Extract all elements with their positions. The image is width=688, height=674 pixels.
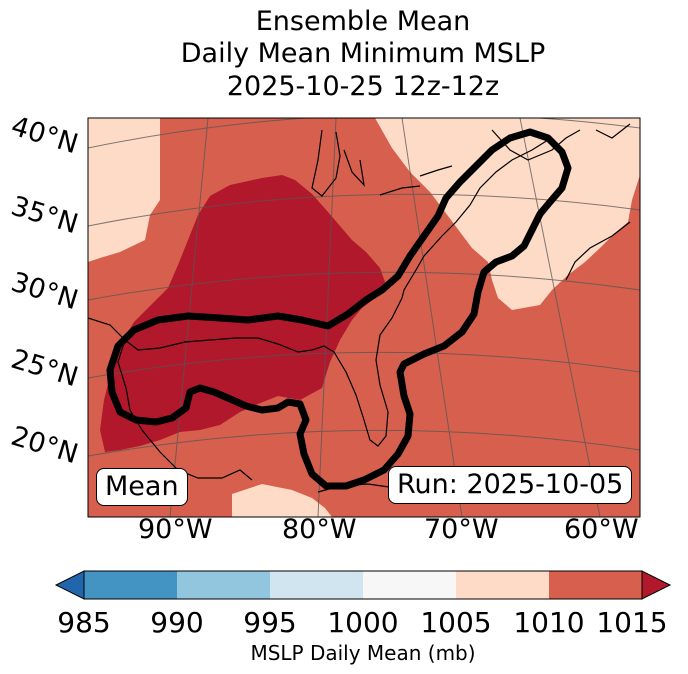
map-panel — [88, 118, 640, 517]
colorbar-bin-1010-1015 — [549, 571, 643, 599]
ensemble-contour — [106, 128, 572, 490]
parallel-30n — [88, 271, 640, 301]
map-frame — [87, 117, 641, 518]
parallel-35n — [88, 193, 640, 227]
colorbar-tick-1000: 1000 — [327, 606, 399, 639]
gulf-of-st-lawrence — [491, 129, 581, 161]
nova-scotia-coastline — [565, 221, 631, 281]
colorbar-frame — [83, 570, 643, 600]
colorbar-bins — [84, 571, 643, 599]
mean-label-box: Mean — [96, 468, 188, 506]
coastlines — [88, 123, 631, 495]
colorbar-bin-1005-1010 — [456, 571, 550, 599]
meridian-60w — [519, 118, 601, 517]
parallel-40n — [88, 118, 640, 149]
pressure-1005-1010-region-northeast — [375, 118, 640, 310]
newfoundland-coastline — [595, 123, 631, 139]
colorbar-label: MSLP Daily Mean (mb) — [250, 641, 476, 665]
colorbar-tick-1010: 1010 — [513, 606, 585, 639]
lon-label-60w: 60°W — [564, 514, 639, 545]
meridian-70w — [401, 118, 463, 517]
colorbar-bin-1000-1005 — [363, 571, 457, 599]
colorbar-bin-985-990 — [84, 571, 178, 599]
lon-label-80w: 80°W — [282, 514, 357, 545]
colorbar-tick-985: 985 — [57, 606, 111, 639]
colorbar-over-arrow — [641, 570, 672, 600]
mexico-coastline — [117, 339, 253, 481]
colorbar — [54, 570, 672, 600]
lake-ontario — [419, 165, 453, 177]
meridian-80w — [317, 118, 337, 517]
lon-label-70w: 70°W — [424, 514, 499, 545]
title-line-2: Daily Mean Minimum MSLP — [180, 38, 546, 69]
run-date-box: Run: 2025-10-05 — [388, 466, 633, 504]
lake-huron — [343, 149, 365, 187]
title-line-1: Ensemble Mean — [255, 6, 471, 37]
colorbar-bin-990-995 — [177, 571, 271, 599]
pressure-above-1015-core — [100, 175, 385, 452]
colorbar-tick-995: 995 — [243, 606, 297, 639]
lake-erie — [379, 185, 421, 196]
pressure-1005-1010-region-west — [88, 118, 160, 262]
lake-michigan — [311, 129, 341, 197]
colorbar-bin-995-1000 — [270, 571, 364, 599]
colorbar-tick-1005: 1005 — [420, 606, 492, 639]
colorbar-tick-990: 990 — [150, 606, 204, 639]
parallel-20n — [88, 429, 640, 457]
title-line-3: 2025-10-25 12z-12z — [226, 71, 500, 102]
us-gulf-and-east-coastline — [88, 139, 549, 447]
colorbar-tick-1015: 1015 — [596, 606, 668, 639]
pressure-1005-1010-region-south — [232, 484, 332, 517]
colorbar-under-arrow — [54, 570, 85, 600]
lon-label-90w: 90°W — [138, 514, 213, 545]
parallel-25n — [88, 351, 640, 379]
